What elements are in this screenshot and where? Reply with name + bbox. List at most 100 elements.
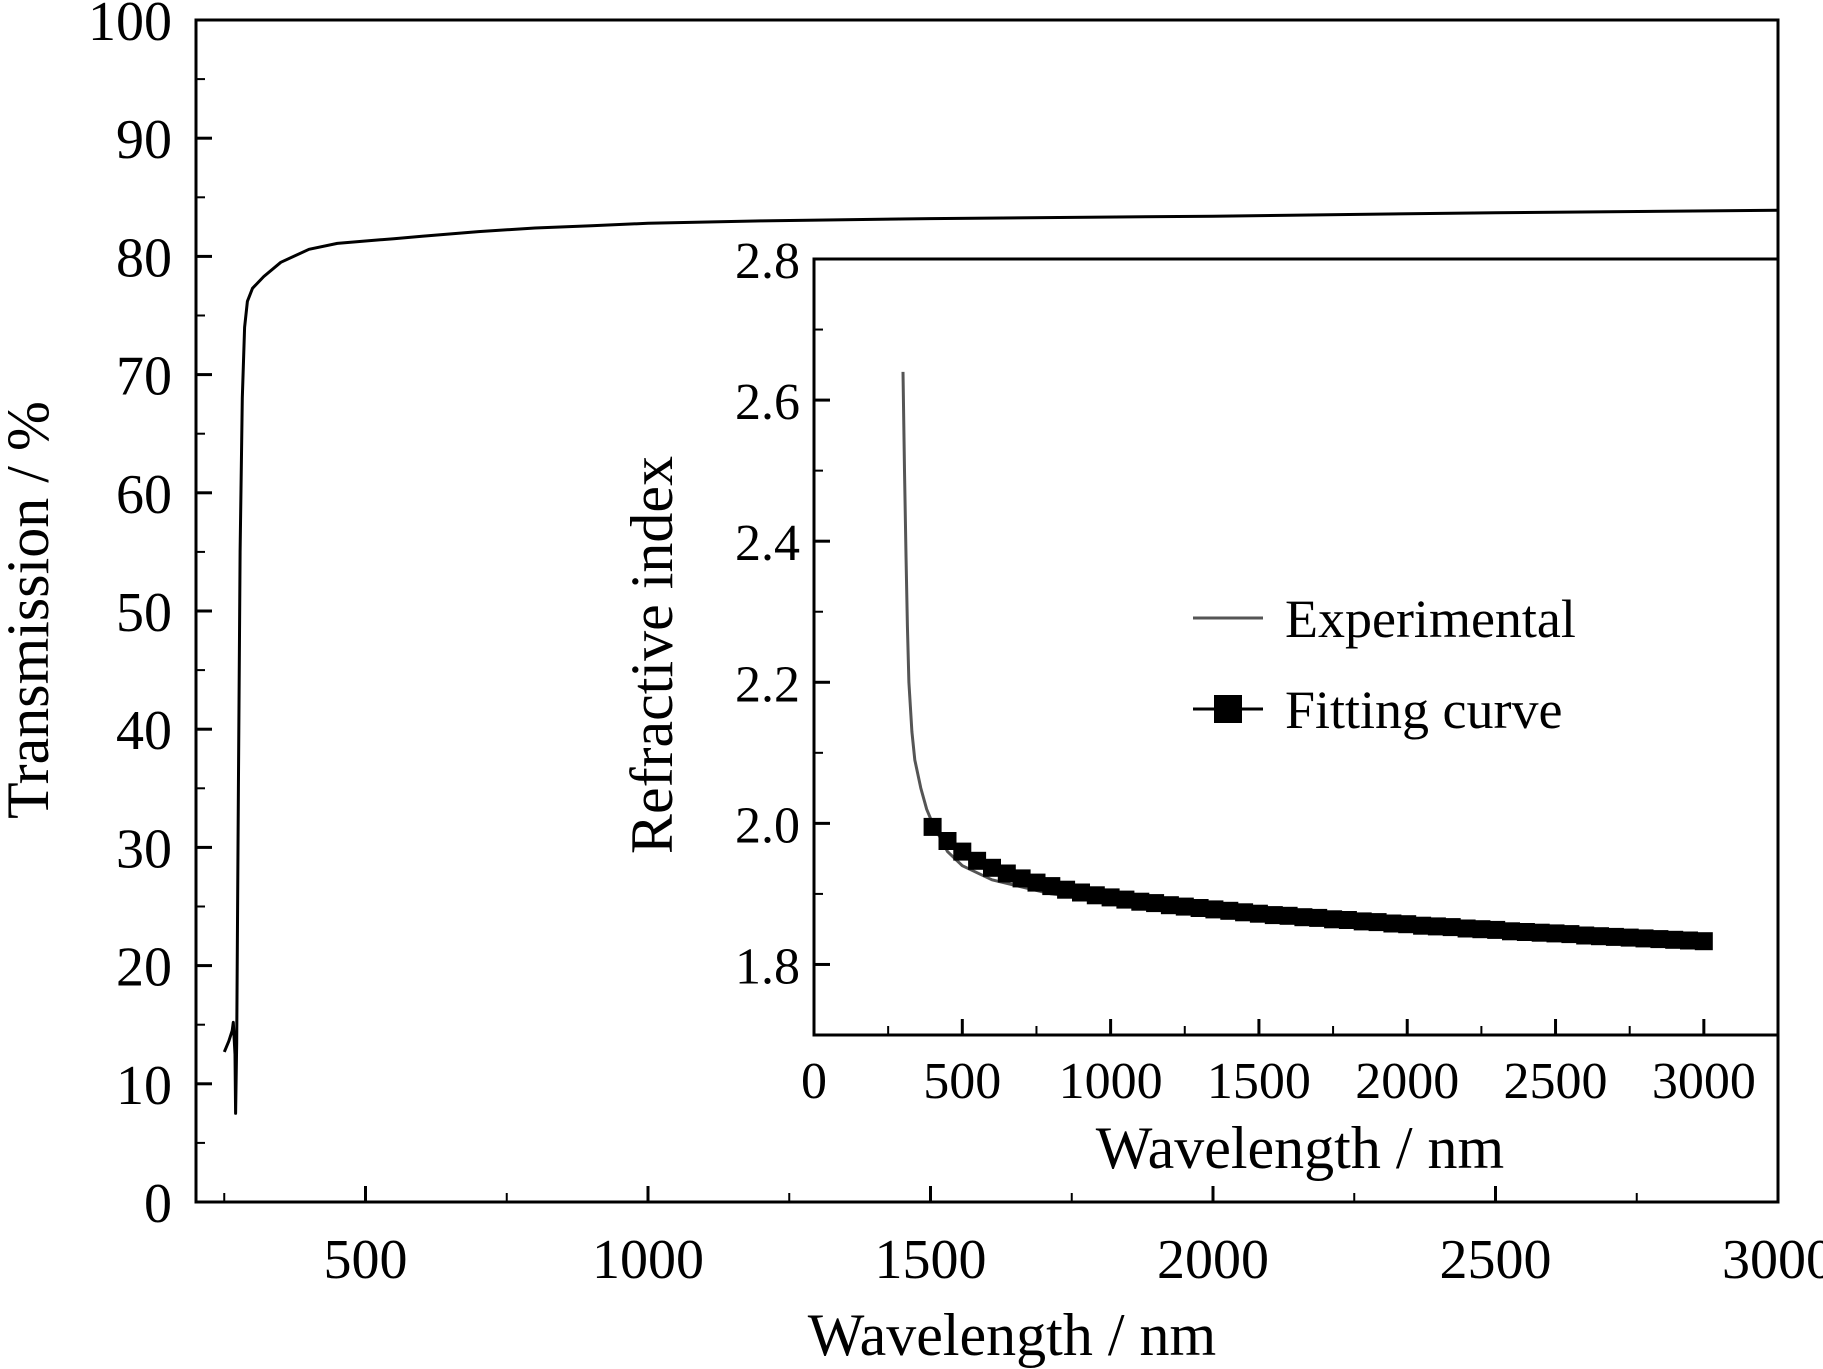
inset-series-fitting-curve-point [1368,913,1387,932]
inset-series-fitting-curve-point [1694,932,1713,951]
inset-series-fitting-curve-point [1338,911,1357,929]
inset-chart: 1.8 2.0 2.2 2.4 2.6 2.8 0 500 1000 1500 2000 2500 30… [619,233,1780,1181]
inset-legend: Experimental Fitting curve [1193,589,1576,740]
inset-x-tick-label: 500 [923,1053,1001,1110]
inset-series-fitting-curve-point [1175,897,1194,916]
main-y-tick-label: 80 [116,227,172,289]
inset-series-fitting-curve-point [1605,927,1624,946]
inset-y-tick-label: 2.2 [735,656,800,713]
inset-series-fitting-curve-point [1160,896,1179,915]
inset-y-tick-label: 2.8 [735,233,800,290]
inset-series-fitting-curve-point [1487,920,1506,939]
inset-series-fitting-curve-point [953,842,972,861]
inset-series-fitting-curve-point [1324,910,1343,929]
inset-series-fitting-curve-point [1131,892,1150,911]
main-y-tick-label: 90 [116,109,172,171]
inset-series-fitting-curve-point [1042,877,1061,896]
main-x-tick-label: 3000 [1722,1229,1823,1291]
main-y-axis-title: Transmission / % [0,401,61,819]
inset-series-fitting-curve-point [1546,924,1565,943]
inset-series-fitting-curve-point [1264,906,1283,925]
main-x-tick-label: 2500 [1440,1229,1552,1291]
main-x-tick-label: 500 [324,1229,408,1291]
inset-y-tick-label: 2.0 [735,797,800,854]
inset-series-fitting-curve-point [1027,873,1046,892]
inset-series-fitting-curve-point [1591,927,1609,946]
inset-series-fitting-curve-point [1116,890,1135,909]
inset-x-tick-label: 2500 [1504,1053,1608,1110]
main-y-tick-label: 20 [116,937,172,999]
inset-x-tick-label: 1500 [1207,1053,1311,1110]
inset-series-fitting-curve-point [1502,922,1520,941]
inset-series-fitting-curve-point [983,858,1001,877]
inset-series-fitting-curve-point [1309,908,1328,927]
inset-series-fitting-curve-point [1516,923,1535,941]
inset-x-axis-title: Wavelength / nm [1096,1115,1504,1181]
inset-series-fitting-curve-point [1457,919,1476,938]
inset-axis-ticks: 1.8 2.0 2.2 2.4 2.6 2.8 0 500 1000 1500 2000 2500 30… [735,233,1756,1110]
inset-series-fitting-curve-point [1279,906,1298,925]
inset-series-fitting-curve-point [1531,923,1550,942]
main-x-axis-title: Wavelength / nm [808,1302,1216,1368]
inset-series-fitting-curve-point [1057,880,1076,899]
inset-x-tick-label: 1000 [1059,1053,1163,1110]
main-x-tick-label: 1000 [592,1229,704,1291]
inset-series-fitting-curve-point [1220,901,1239,920]
main-y-tick-label: 60 [116,464,172,526]
inset-series-fitting-curve-point [1650,930,1669,949]
inset-series-fitting-curve-point [1205,900,1224,919]
legend-marker-fitting-curve [1214,695,1242,723]
inset-series-fitting-curve-point [1635,929,1654,948]
inset-series-fitting-curve-point [997,864,1016,883]
main-x-tick-label: 1500 [875,1229,987,1291]
main-y-tick-label: 40 [116,700,172,762]
main-y-tick-label: 0 [144,1173,172,1235]
inset-x-tick-label: 2000 [1355,1053,1459,1110]
inset-series-fitting-curve-point [1427,917,1446,936]
inset-x-tick-label: 0 [801,1053,827,1110]
inset-series-fitting-curve-point [1101,888,1120,907]
inset-series-fitting-curve-point [1086,886,1105,905]
main-x-tick-label: 2000 [1157,1229,1269,1291]
inset-y-tick-label: 2.4 [735,515,800,572]
main-axis-ticks: 0 10 20 30 40 50 60 70 80 90 100 500 1000 1500 2000 250… [88,0,1823,1291]
inset-series-fitting-curve-point [1012,869,1031,888]
inset-y-tick-label: 2.6 [735,374,800,431]
inset-series-fitting-curve-point [1398,915,1417,934]
inset-series-fitting-curve-point [1442,918,1461,937]
inset-series-fitting-curve-point [1561,925,1580,944]
main-series-transmission-line [222,208,1779,1115]
inset-series-fitting-curve-point [1665,930,1684,949]
legend-label-experimental: Experimental [1285,589,1576,649]
inset-series-fitting-curve-point [1620,928,1639,947]
inset-y-axis-title: Refractive index [619,456,685,854]
inset-series-fitting-curve-point [923,817,942,836]
inset-series-fitting-curve-point [1146,894,1165,913]
main-y-tick-label: 30 [116,818,172,880]
inset-series-fitting-curve-point [1383,914,1402,933]
main-y-tick-label: 100 [88,0,172,53]
inset-series-fitting-curve-point [968,851,987,870]
inset-series-fitting-curve-point [1072,883,1090,902]
inset-series-fitting-curve-point [1235,903,1254,922]
inset-plot-frame [812,257,1780,1037]
inset-series-fitting-curve-point [1413,916,1432,935]
main-y-tick-label: 10 [116,1055,172,1117]
main-y-tick-label: 50 [116,582,172,644]
inset-series-layer [901,371,1713,951]
main-series-layer [222,208,1779,1115]
legend-label-fitting-curve: Fitting curve [1285,680,1562,740]
inset-x-tick-label: 3000 [1652,1053,1756,1110]
inset-series-fitting-curve-point [1294,908,1313,927]
inset-series-fitting-curve-point [1249,904,1268,923]
inset-series-fitting-curve-point [1576,926,1595,945]
inset-series-fitting-curve-point [1353,912,1372,931]
inset-series-fitting-curve-point [1190,899,1209,917]
inset-series-fitting-curve-point [938,832,957,850]
inset-y-tick-label: 1.8 [735,938,800,995]
inset-series-fitting-curve-point [1680,931,1698,950]
main-y-tick-label: 70 [116,346,172,408]
inset-series-fitting-curve-point [1472,920,1491,939]
